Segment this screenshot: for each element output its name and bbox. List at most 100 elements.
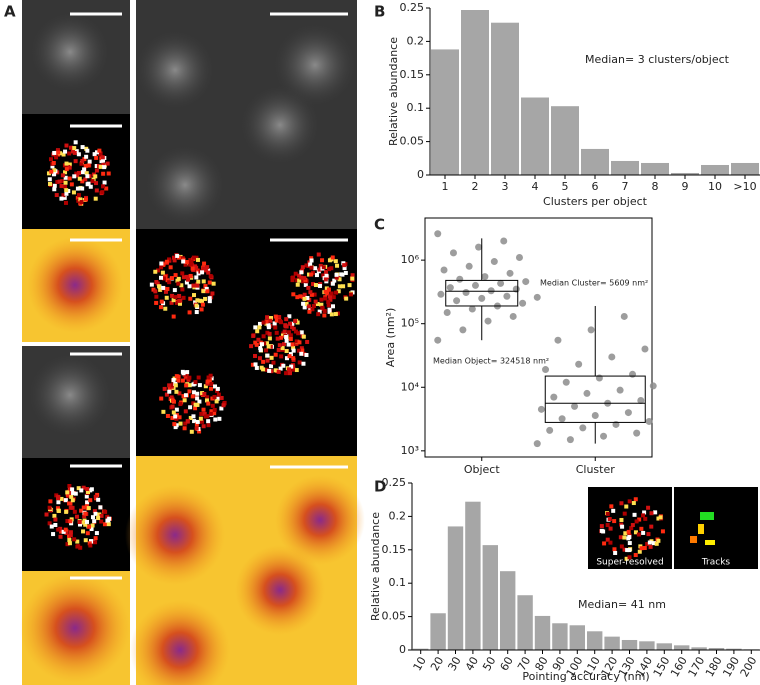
localization — [80, 145, 85, 150]
localization — [627, 499, 632, 504]
y-tick-label: 0.2 — [407, 34, 425, 47]
localization — [93, 540, 98, 545]
localization — [279, 335, 284, 340]
localization — [291, 348, 296, 353]
localization — [309, 272, 314, 277]
localization — [293, 319, 298, 324]
localization — [200, 391, 205, 396]
y-tick-label: 0.1 — [407, 101, 425, 114]
localization — [104, 186, 109, 191]
bar — [701, 164, 729, 175]
localization — [307, 304, 312, 309]
localization — [269, 364, 274, 369]
localization — [206, 270, 211, 275]
localization — [54, 155, 59, 160]
localization — [79, 488, 84, 493]
localization — [63, 180, 68, 185]
localization — [94, 155, 99, 160]
point — [506, 269, 514, 277]
x-tick-label: Object — [464, 463, 501, 476]
localization — [187, 375, 192, 380]
localization — [254, 342, 259, 347]
point — [475, 243, 483, 251]
localization — [85, 148, 90, 153]
image-blob — [273, 23, 357, 107]
point — [566, 436, 574, 444]
localization — [277, 315, 282, 320]
localization — [83, 511, 88, 516]
localization — [55, 496, 60, 501]
localization — [326, 303, 331, 308]
localization — [79, 161, 84, 166]
localization — [291, 356, 296, 361]
localization — [253, 353, 258, 358]
localization — [170, 415, 175, 420]
localization — [72, 150, 77, 155]
localization — [56, 527, 61, 532]
bar — [569, 625, 585, 650]
localization — [199, 307, 204, 312]
localization — [249, 344, 254, 349]
image — [136, 229, 357, 456]
localization — [189, 429, 194, 434]
localization — [314, 273, 319, 278]
localization — [322, 313, 327, 318]
image-blob — [28, 353, 112, 437]
localization — [300, 348, 305, 353]
panel-label: A — [4, 3, 16, 21]
bar — [482, 545, 498, 650]
localization — [63, 149, 68, 154]
localization — [60, 173, 65, 178]
localization — [291, 345, 296, 350]
localization — [193, 380, 198, 385]
localization — [254, 365, 259, 370]
localization — [211, 281, 216, 286]
localization — [204, 286, 209, 291]
localization — [199, 299, 204, 304]
localization — [203, 284, 208, 289]
x-tick-label: 160 — [668, 655, 690, 680]
localization — [180, 287, 185, 292]
track — [690, 536, 697, 543]
localization — [265, 330, 270, 335]
localization — [47, 521, 52, 526]
point — [478, 294, 486, 302]
localization — [210, 291, 215, 296]
localization — [63, 184, 68, 189]
localization — [70, 498, 75, 503]
localization — [280, 346, 285, 351]
scale-bars — [70, 12, 348, 580]
localization — [605, 537, 610, 542]
localization — [208, 386, 213, 391]
localization — [174, 300, 179, 305]
localization — [67, 501, 72, 506]
bar — [587, 631, 603, 650]
localization — [153, 289, 158, 294]
localization — [658, 515, 663, 520]
bar — [691, 647, 707, 650]
localization — [64, 161, 69, 166]
localization — [46, 171, 51, 176]
point — [500, 237, 508, 245]
localization — [98, 151, 103, 156]
localization — [344, 296, 349, 301]
localization — [205, 395, 210, 400]
bar — [551, 106, 579, 175]
localization — [183, 409, 188, 414]
bar — [641, 162, 669, 175]
bar — [517, 595, 533, 650]
localization — [87, 159, 92, 164]
localization — [172, 258, 177, 263]
localization — [348, 292, 353, 297]
localization — [308, 307, 313, 312]
localization — [94, 168, 99, 173]
localization — [181, 275, 186, 280]
localization — [83, 522, 88, 527]
axes — [411, 483, 760, 651]
localization — [101, 162, 106, 167]
localization — [51, 532, 56, 537]
localization — [326, 287, 331, 292]
localization — [47, 505, 52, 510]
localization — [335, 263, 340, 268]
localization — [153, 269, 158, 274]
